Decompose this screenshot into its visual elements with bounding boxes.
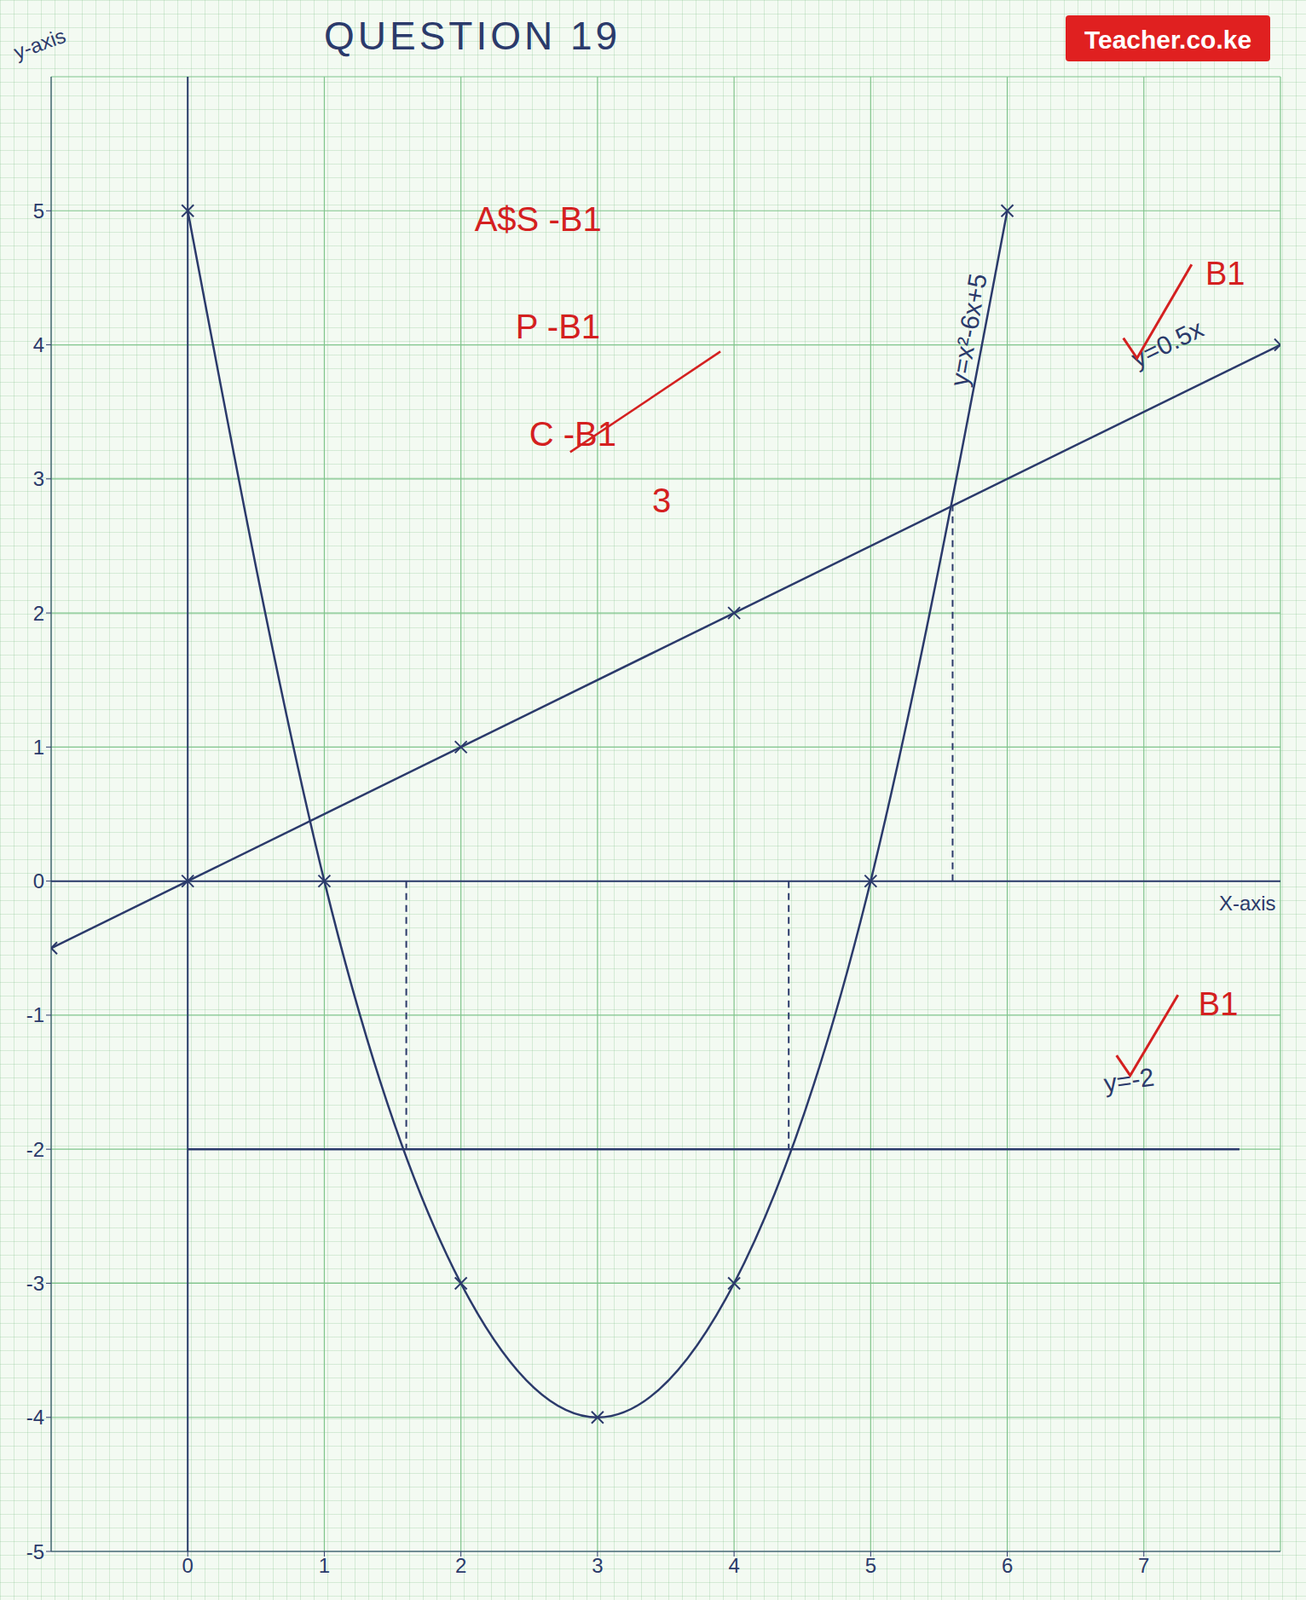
svg-text:3: 3 — [591, 1554, 603, 1578]
svg-text:6: 6 — [1001, 1554, 1013, 1578]
svg-text:5: 5 — [865, 1554, 877, 1578]
svg-text:B1: B1 — [1205, 255, 1245, 292]
svg-text:0: 0 — [33, 869, 45, 893]
svg-text:C -B1: C -B1 — [529, 415, 617, 453]
svg-text:1: 1 — [318, 1554, 330, 1578]
svg-text:5: 5 — [33, 199, 45, 223]
svg-text:y=-2: y=-2 — [1102, 1063, 1156, 1098]
svg-text:P -B1: P -B1 — [515, 307, 601, 346]
svg-text:-1: -1 — [26, 1003, 45, 1027]
svg-text:3: 3 — [652, 481, 671, 520]
svg-text:7: 7 — [1138, 1554, 1150, 1578]
svg-text:-2: -2 — [26, 1138, 45, 1162]
svg-text:3: 3 — [33, 467, 45, 491]
svg-text:B1: B1 — [1198, 986, 1238, 1023]
svg-text:2: 2 — [33, 601, 45, 625]
svg-text:y=x²-6x+5: y=x²-6x+5 — [944, 271, 993, 388]
svg-text:4: 4 — [33, 333, 45, 357]
svg-text:4: 4 — [728, 1554, 740, 1578]
svg-text:0: 0 — [182, 1554, 194, 1578]
svg-text:y=0.5x: y=0.5x — [1126, 314, 1208, 374]
svg-text:2: 2 — [455, 1554, 467, 1578]
svg-text:QUESTION 19: QUESTION 19 — [323, 13, 621, 58]
svg-text:Teacher.co.ke: Teacher.co.ke — [1084, 25, 1252, 54]
svg-text:-3: -3 — [26, 1271, 45, 1295]
svg-text:y-axis: y-axis — [10, 23, 69, 64]
svg-text:1: 1 — [33, 735, 45, 759]
svg-text:X-axis: X-axis — [1219, 891, 1277, 915]
svg-text:-4: -4 — [26, 1405, 45, 1429]
svg-text:-5: -5 — [26, 1540, 45, 1564]
svg-text:A$S -B1: A$S -B1 — [474, 200, 602, 238]
